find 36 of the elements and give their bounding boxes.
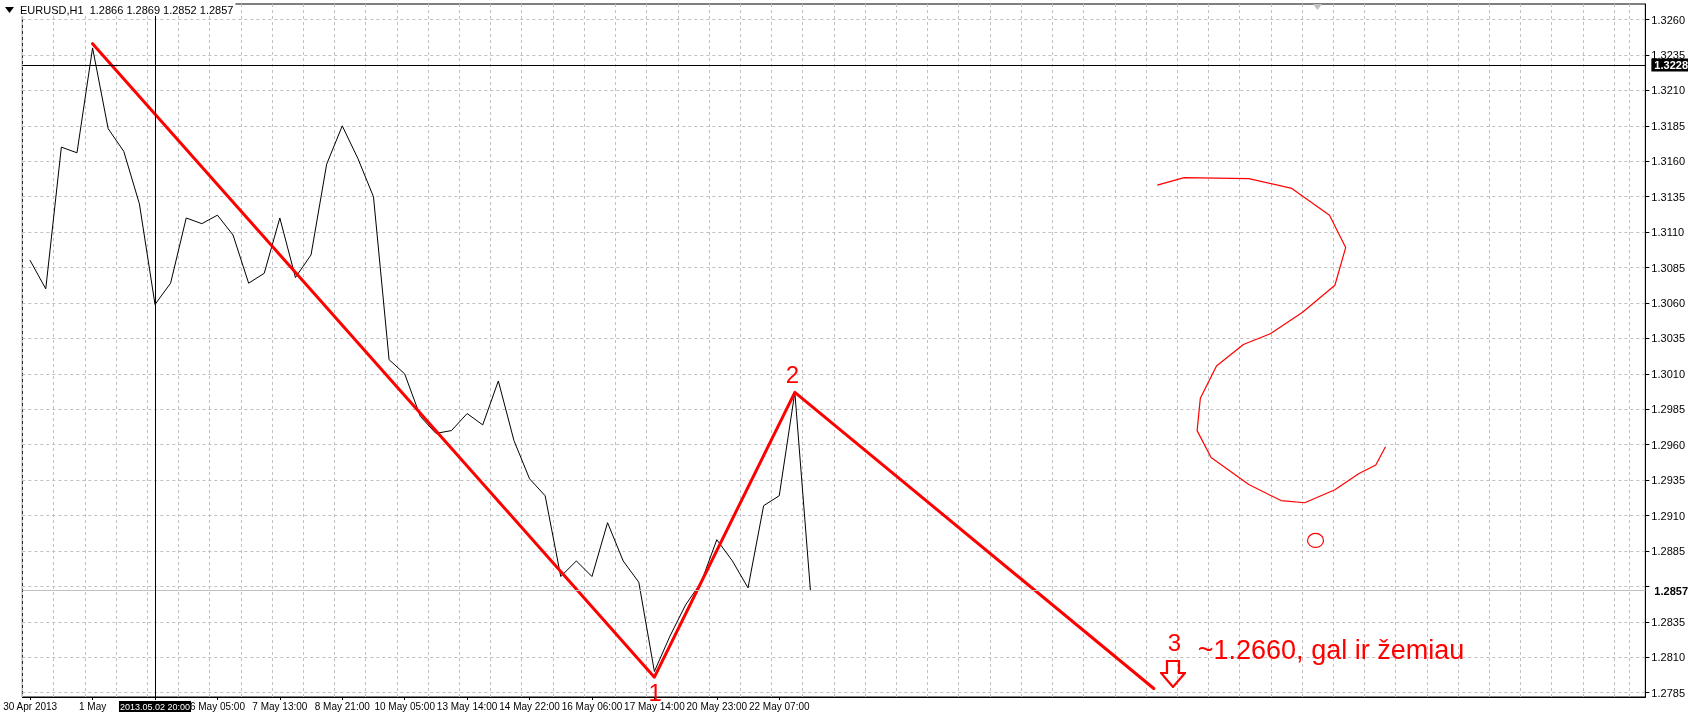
y-tick-label: 1.2785 [1651,686,1686,699]
y-tick-label: 1.3110 [1651,226,1685,239]
x-tick-label: 10 May 05:00 [374,700,436,712]
y-tick-label: 1.2960 [1651,438,1686,451]
y-tick-label: 1.3135 [1651,190,1686,203]
y-tick-label: 1.2985 [1651,403,1686,416]
x-tick-label: 8 May 21:00 [314,700,371,712]
y-tick-label: 1.3060 [1651,297,1686,310]
x-tick-label: 13 May 14:00 [436,700,498,712]
y-tick-label: 1.3210 [1651,84,1686,97]
y-tick-label: 1.3160 [1651,155,1686,168]
y-tick-label: 1.2885 [1651,545,1686,558]
annotation: 2 [785,360,800,388]
chart-title: EURUSD,H1 1.2866 1.2869 1.2852 1.2857 [20,3,234,16]
y-tick-label: 1.2910 [1651,509,1686,522]
x-tick-label: 2013.05.02 20:00 [119,701,191,712]
y-tick-label: 1.3185 [1651,119,1686,132]
y-tick-label: 1.2810 [1651,651,1686,664]
x-tick-label: 22 May 07:00 [748,700,810,712]
ref-line-label: 1.3228 [1654,58,1688,71]
x-tick-label: 16 May 06:00 [561,700,623,712]
x-tick-label: 14 May 22:00 [499,700,561,712]
y-tick-label: 1.2935 [1651,474,1686,487]
annotation: ~1.2660, gal ir žemiau [1197,635,1465,665]
y-tick-label: 1.3085 [1651,261,1686,274]
ref-line-label: 1.2857 [1654,584,1688,597]
y-tick-label: 1.2835 [1651,615,1686,628]
annotation: 3 [1167,629,1182,656]
x-tick-label: 20 May 23:00 [686,700,748,712]
y-tick-label: 1.3010 [1651,367,1686,380]
x-tick-label: 30 Apr 2013 [3,700,58,712]
x-tick-label: 17 May 14:00 [624,700,686,712]
x-tick-label: 1 May [78,700,107,712]
y-tick-label: 1.3260 [1651,13,1686,26]
x-tick-label: 7 May 13:00 [252,700,308,712]
y-tick-label: 1.3035 [1651,332,1686,345]
